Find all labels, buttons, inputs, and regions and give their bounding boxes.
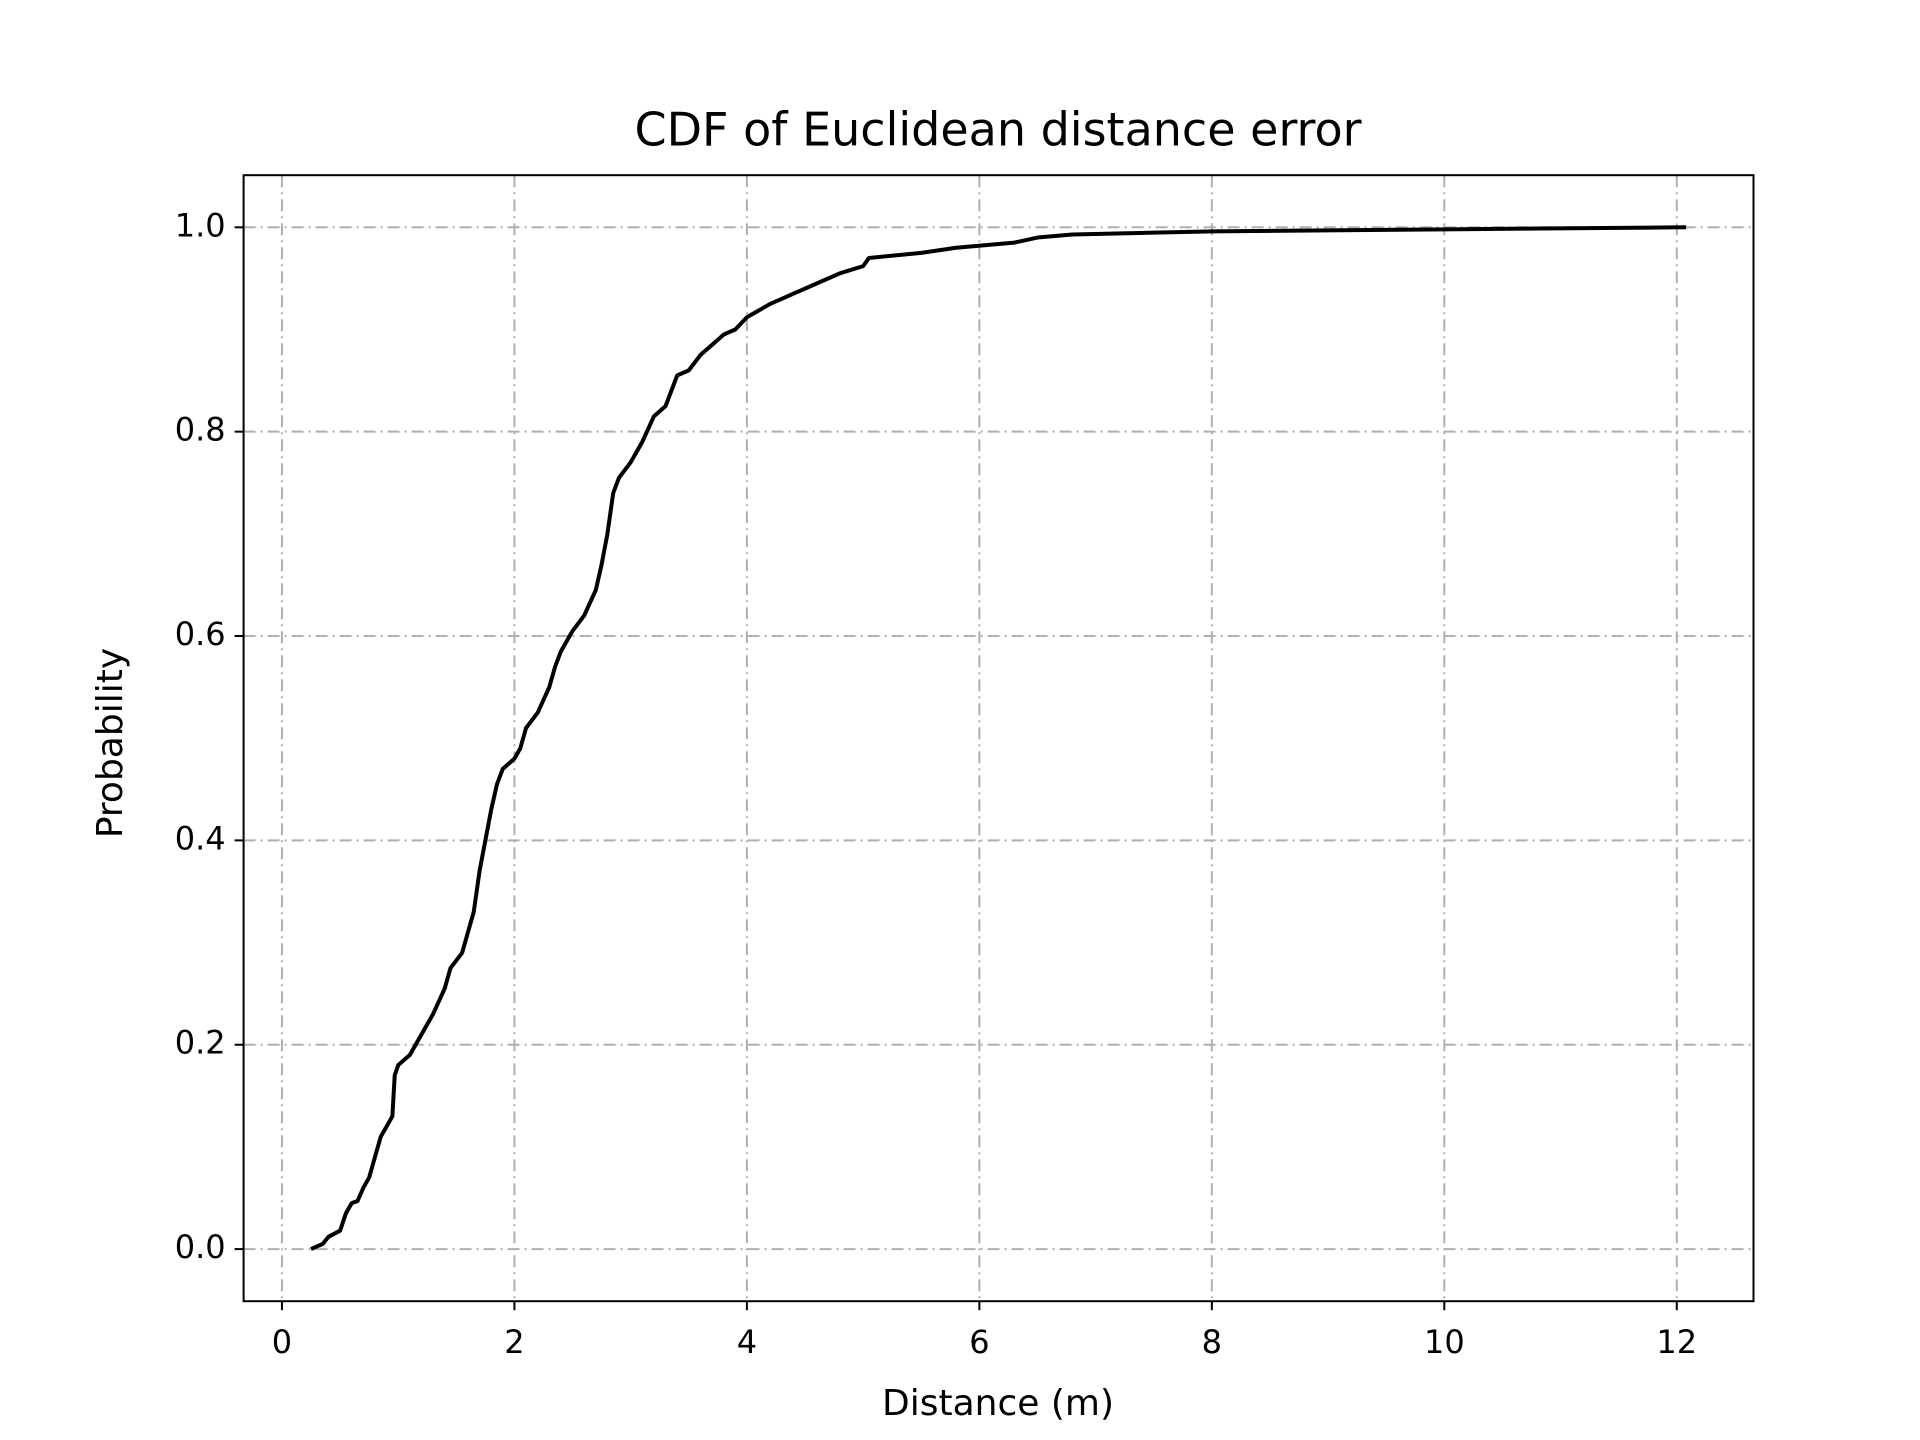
plot-frame [242, 174, 1755, 1303]
x-tick-label: 0 [272, 1323, 292, 1361]
y-tick-label: 0.8 [175, 411, 226, 449]
y-tick-label: 1.0 [175, 206, 226, 244]
y-tick-label: 0.6 [175, 615, 226, 653]
cdf-line [310, 225, 1687, 1251]
y-tick-label: 0.0 [175, 1228, 226, 1266]
x-tick-label: 10 [1424, 1323, 1465, 1361]
x-tick-label: 12 [1656, 1323, 1697, 1361]
x-tick-label: 4 [737, 1323, 757, 1361]
chart-title: CDF of Euclidean distance error [634, 103, 1361, 157]
x-tick-label: 2 [504, 1323, 524, 1361]
y-tick-label: 0.2 [175, 1024, 226, 1062]
x-tick-label: 8 [1202, 1323, 1222, 1361]
y-tick-label: 0.4 [175, 819, 226, 857]
y-axis-label: Probability [90, 648, 131, 838]
x-axis-label: Distance (m) [882, 1383, 1114, 1424]
x-tick-label: 6 [969, 1323, 989, 1361]
